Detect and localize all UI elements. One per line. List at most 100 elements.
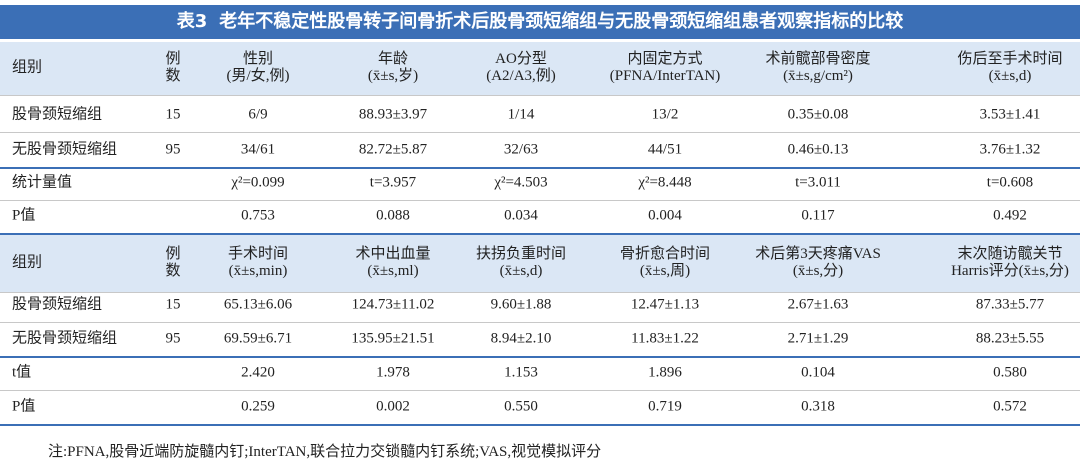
cell: t=3.957 [369,174,417,191]
cell: 34/61 [240,141,276,158]
cell: P值 [12,398,36,415]
title: 表3 老年不稳定性股骨转子间骨折术后股骨颈短缩组与无股骨颈短缩组患者观察指标的比较 [0,5,1080,39]
header-line: 末次随访髋关节 [957,246,1063,262]
cell: 8.94±2.10 [490,330,552,347]
rule [0,95,1080,96]
cell: 2.71±1.29 [787,330,849,347]
cell: t=0.608 [986,174,1034,191]
cell: 44/51 [647,141,683,158]
cell: 69.59±6.71 [223,330,293,347]
header-line: (x̄±s,d) [499,263,543,279]
cell: 88.93±3.97 [358,106,428,123]
header-cell: 内固定方式 (PFNA/InterTAN) [610,51,720,85]
cell: 0.719 [648,398,682,415]
header-line: 骨折愈合时间 [619,246,711,262]
header-line: 伤后至手术时间 [957,51,1063,67]
table-title: 老年不稳定性股骨转子间骨折术后股骨颈短缩组与无股骨颈短缩组患者观察指标的比较 [219,11,904,32]
header-cell: 术中出血量 (x̄±s,ml) [355,246,430,280]
header-line: (x̄±s,g/cm²) [783,68,853,84]
header-line: 例 [165,246,181,262]
header-cell: 术后第3天疼痛VAS (x̄±s,分) [755,246,881,280]
cell: 0.088 [376,207,410,224]
cell: 6/9 [248,106,268,123]
cell: χ²=0.099 [231,174,285,191]
cell: 0.034 [504,207,538,224]
header-bg [0,235,1080,292]
cell: 1.896 [648,364,682,381]
header-cell: 末次随访髋关节 Harris评分(x̄±s,分) [951,246,1069,280]
cell: 11.83±1.22 [631,330,699,347]
cell: χ²=4.503 [494,174,548,191]
cell: 15 [165,106,181,123]
header-line: (x̄±s,分) [792,263,844,279]
header-cell: 年龄 (x̄±s,岁) [368,51,418,85]
cell: 2.67±1.63 [787,296,849,313]
header-line: (x̄±s,岁) [367,68,419,84]
header-cell: 伤后至手术时间 (x̄±s,d) [957,51,1062,85]
cell: P值 [12,207,36,224]
header-line: 手术时间 [227,246,289,262]
header-line: Harris评分(x̄±s,分) [951,263,1069,279]
cell: χ²=8.448 [638,174,692,191]
header-line: 术中出血量 [355,246,431,262]
cell: 124.73±11.02 [351,296,435,313]
header-line: (男/女,例) [226,68,290,84]
cell: 0.572 [993,398,1027,415]
header-line: 组别 [12,254,43,271]
header-cell: 组别 [12,255,42,272]
header-bg [0,42,1080,95]
cell: 统计量值 [12,174,73,191]
header-line: 年龄 [377,51,408,67]
header-line: 术后第3天疼痛VAS [755,246,881,262]
rule [0,167,1080,169]
rule [0,132,1080,133]
cell: 0.002 [376,398,410,415]
cell: 2.420 [241,364,275,381]
header-cell: 骨折愈合时间 (x̄±s,周) [620,246,710,280]
cell: 0.753 [241,207,275,224]
cell: 0.104 [801,364,835,381]
cell: 65.13±6.06 [223,296,293,313]
cell: 95 [165,141,181,158]
header-cell: AO分型 (A2/A3,例) [486,51,556,85]
header-line: (x̄±s,ml) [367,263,419,279]
header-cell: 术前髋部骨密度 (x̄±s,g/cm²) [765,51,870,85]
header-cell: 扶拐负重时间 (x̄±s,d) [476,246,566,280]
cell: 无股骨颈短缩组 [12,141,118,158]
header-line: AO分型 [495,51,547,67]
header-line: 数 [165,263,181,279]
cell: 13/2 [651,106,679,123]
rule [0,390,1080,391]
cell: 0.35±0.08 [787,106,849,123]
header-line: 内固定方式 [627,51,703,67]
rule [0,233,1080,235]
rule [0,292,1080,293]
cell: 88.23±5.55 [975,330,1045,347]
cell: 1.153 [504,364,538,381]
cell: 0.117 [801,207,835,224]
table-label: 表3 [176,11,208,32]
cell: 95 [165,330,181,347]
cell: 135.95±21.51 [351,330,435,347]
cell: 87.33±5.77 [975,296,1045,313]
header-line: (x̄±s,min) [228,263,288,279]
cell: 1/14 [507,106,535,123]
header-cell: 组别 [12,60,42,77]
header-line: (PFNA/InterTAN) [609,68,721,84]
header-line: 例 [165,51,181,67]
cell: 0.580 [993,364,1027,381]
cell: 3.53±1.41 [979,106,1041,123]
header-line: (x̄±s,周) [639,263,691,279]
cell: 无股骨颈短缩组 [12,330,118,347]
cell: 82.72±5.87 [358,141,428,158]
rule [0,424,1080,426]
rule [0,200,1080,201]
cell: 0.004 [648,207,682,224]
note: 注:PFNA,股骨近端防旋髓内钉;InterTAN,联合拉力交锁髓内钉系统;VA… [48,444,602,460]
cell: 12.47±1.13 [630,296,700,313]
header-line: 性别 [242,51,274,67]
header-line: (x̄±s,d) [988,68,1032,84]
cell: 0.259 [241,398,275,415]
header-line: 扶拐负重时间 [475,246,567,262]
